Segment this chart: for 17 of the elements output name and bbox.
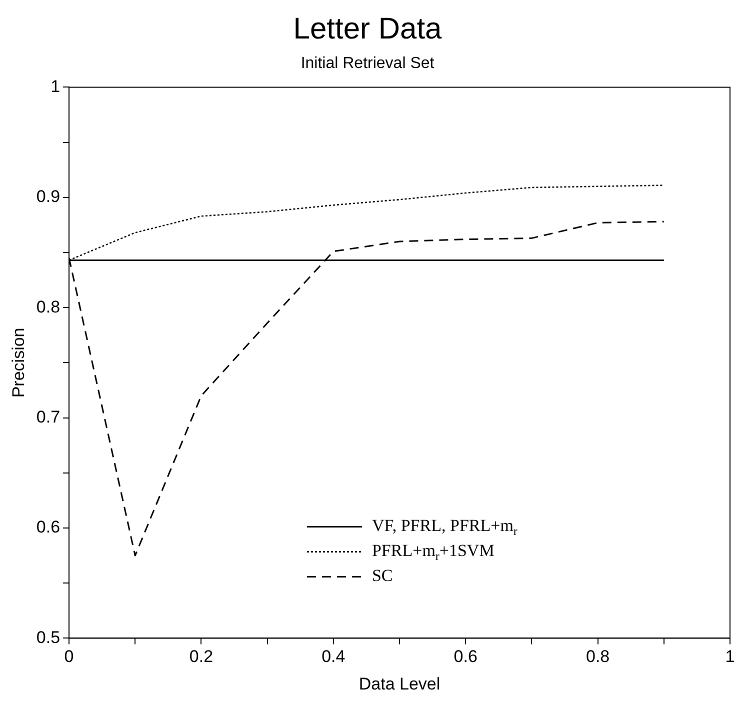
y-tick-label: 0.5 <box>36 628 60 647</box>
x-axis-title: Data Level <box>358 674 440 694</box>
y-tick-label: 0.8 <box>36 297 60 316</box>
y-tick-label: 0.6 <box>36 518 60 537</box>
y-tick-label: 0.9 <box>36 187 60 206</box>
legend-label: SC <box>372 566 393 586</box>
x-tick-label: 0.8 <box>586 647 610 666</box>
y-tick-label: 0.7 <box>36 407 60 426</box>
chart-title: Letter Data <box>293 12 442 46</box>
x-tick-label: 0.4 <box>322 647 346 666</box>
x-tick-label: 1 <box>725 647 735 666</box>
chart-subtitle: Initial Retrieval Set <box>300 55 435 72</box>
y-axis-title: Precision <box>8 328 28 398</box>
x-tick-label: 0.2 <box>189 647 214 666</box>
x-tick-label: 0.6 <box>454 647 478 666</box>
x-tick-label: 0 <box>64 647 74 666</box>
y-tick-label: 1 <box>50 76 60 96</box>
